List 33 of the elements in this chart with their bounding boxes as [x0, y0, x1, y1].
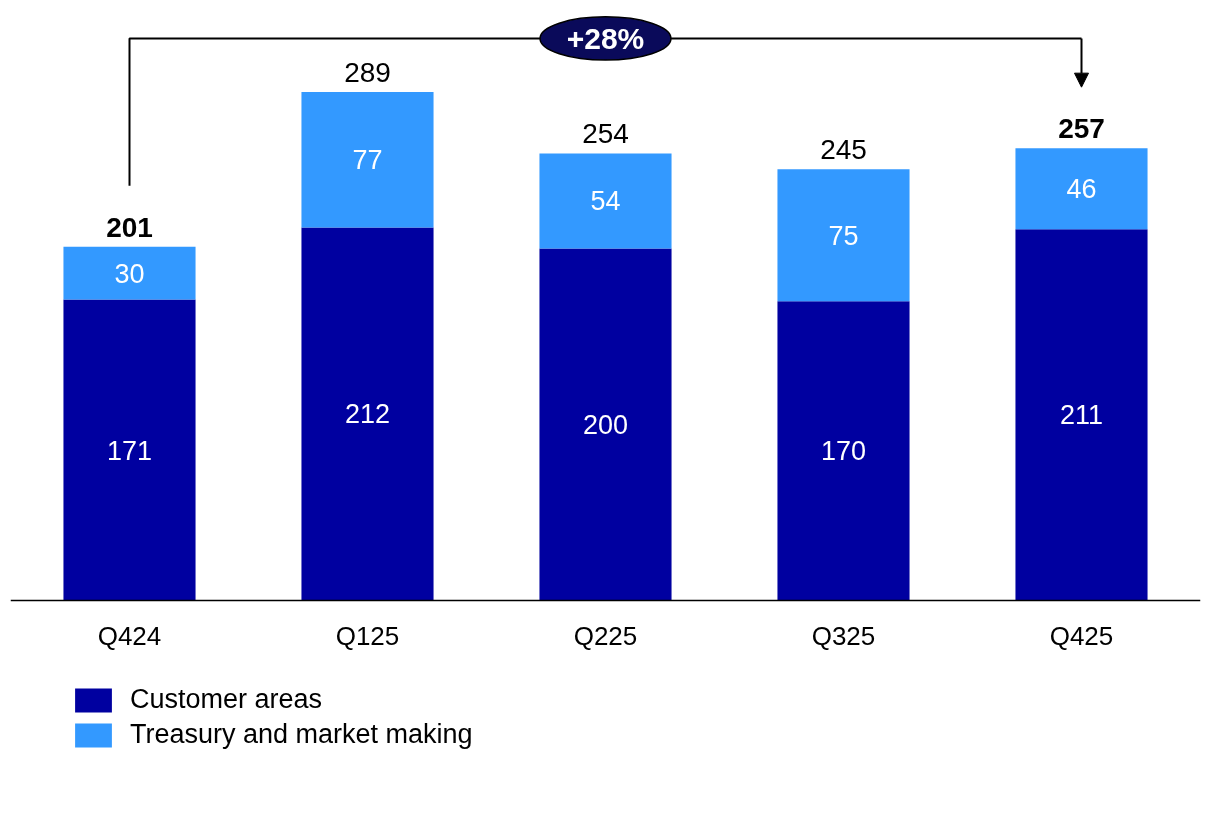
- total-label: 257: [1058, 113, 1105, 145]
- total-label: 245: [820, 134, 867, 166]
- bar: [1015, 148, 1148, 230]
- legend-label: Customer areas: [130, 684, 323, 715]
- data-label: 30: [114, 258, 145, 289]
- data-label: 170: [820, 436, 867, 467]
- x-tick-label: Q225: [573, 620, 638, 651]
- x-tick-label: Q424: [97, 620, 162, 651]
- data-label: 171: [106, 435, 153, 466]
- data-label: 75: [828, 220, 859, 251]
- total-label: 289: [344, 56, 391, 88]
- text: +28%: [566, 21, 645, 55]
- legend-label: Treasury and market making: [130, 719, 473, 750]
- total-label: 201: [106, 211, 153, 243]
- x-tick-label: Q425: [1049, 620, 1114, 651]
- bar: [777, 301, 910, 601]
- data-label: 46: [1066, 174, 1097, 205]
- bar: [63, 299, 196, 601]
- x-tick-label: Q325: [811, 620, 876, 651]
- bar: [539, 248, 672, 601]
- bar: [301, 227, 434, 601]
- bar: [63, 246, 196, 300]
- data-label: 211: [1059, 400, 1104, 431]
- x-tick-label: Q125: [335, 620, 400, 651]
- data-label: 212: [344, 399, 391, 430]
- total-label: 254: [582, 118, 629, 150]
- data-label: 200: [582, 410, 629, 441]
- data-label: 77: [352, 145, 383, 176]
- data-label: 54: [590, 186, 621, 217]
- bar: [539, 153, 672, 249]
- bar: [777, 169, 910, 302]
- bar: [1015, 229, 1148, 601]
- bar: [301, 91, 434, 228]
